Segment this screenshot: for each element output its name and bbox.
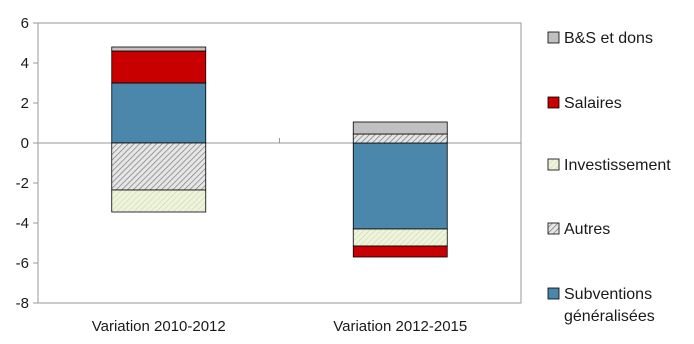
legend-swatch (547, 31, 560, 44)
y-tick-label: 0 (21, 135, 29, 152)
legend-label: Investissement (564, 157, 671, 174)
y-tick-label: -8 (16, 295, 29, 312)
x-axis: Variation 2010-2012 Variation 2012-2015 (92, 318, 468, 335)
bar-segment (111, 50, 207, 84)
plot-area (37, 22, 522, 304)
y-tick-label: 2 (21, 95, 29, 112)
legend-swatch (547, 222, 560, 235)
legend-swatch (547, 96, 560, 109)
y-tick-label: 6 (21, 15, 29, 32)
legend-swatch (547, 287, 560, 300)
bar-segment (352, 121, 448, 135)
bar-segment (111, 46, 207, 52)
x-category-label: Variation 2010-2012 (92, 318, 226, 335)
bar-layer (111, 46, 448, 258)
y-axis: -8 -6 -4 -2 0 2 4 6 (16, 15, 38, 312)
legend-label: B&S et dons (564, 30, 653, 47)
bar-segment (111, 142, 207, 191)
legend-label: Salaires (564, 95, 622, 112)
bar-segment (111, 82, 207, 144)
bar-segment (352, 133, 448, 144)
bar-segment (352, 142, 448, 230)
legend-label: Subventions (564, 286, 652, 303)
bar-segment (352, 245, 448, 258)
x-category-label: Variation 2012-2015 (333, 318, 467, 335)
y-tick-label: -2 (16, 175, 29, 192)
y-tick-label: -4 (16, 215, 29, 232)
y-tick-label: 4 (21, 55, 29, 72)
legend: B&S et dons Salaires Investissement Autres S… (547, 30, 671, 325)
legend-label-line2: généralisées (564, 308, 655, 325)
bar-segment (111, 189, 207, 213)
bar-segment (352, 228, 448, 247)
legend-swatch (547, 158, 560, 171)
y-tick-label: -6 (16, 255, 29, 272)
legend-label: Autres (564, 221, 610, 238)
